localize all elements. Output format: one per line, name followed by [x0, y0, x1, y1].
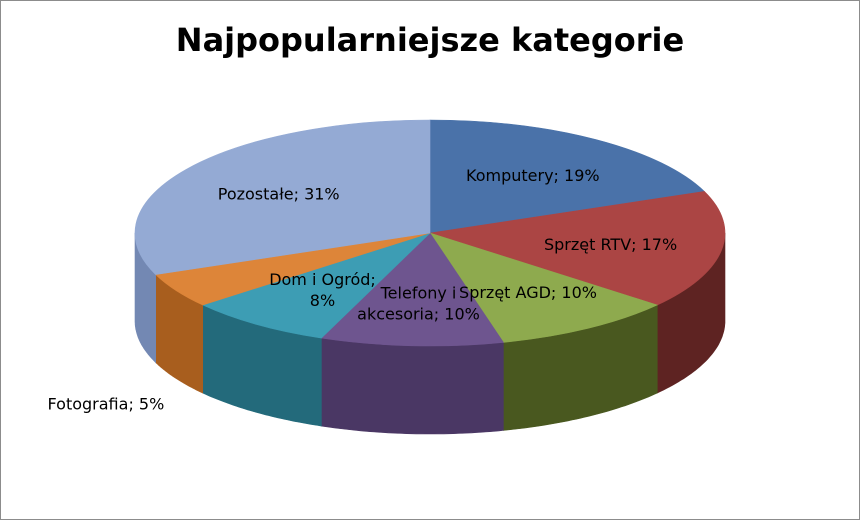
pie-slice-pozosta-e: [134, 119, 431, 275]
pie-side-telefony-i-akcesoria: [321, 337, 504, 435]
pie-slice-komputery: [429, 119, 705, 234]
chart-title: Najpopularniejsze kategorie: [175, 21, 685, 59]
slice-label: Komputery; 19%: [466, 166, 600, 185]
slice-label: Sprzęt RTV; 17%: [544, 235, 677, 254]
slice-label: Dom i Ogród; 8%: [269, 270, 376, 310]
pie-slice-sprz-t-rtv: [429, 191, 726, 306]
pie-slice-telefony-i-akcesoria: [320, 232, 504, 347]
slice-label: Sprzęt AGD; 10%: [459, 283, 597, 302]
slice-label: Fotografia; 5%: [48, 395, 165, 414]
pie-top-faces: [134, 119, 726, 347]
pie-slice-sprz-t-agd: [429, 232, 659, 343]
pie-slice-dom-i-ogr-d: [201, 232, 431, 339]
pie-side-walls: [134, 233, 726, 435]
pie-labels: Komputery; 19% Sprzęt RTV; 17% Sprzęt AGD;…: [48, 166, 678, 413]
slice-label: Pozostałe; 31%: [218, 185, 340, 204]
slice-label: Telefony i akcesoria; 10%: [357, 283, 480, 323]
